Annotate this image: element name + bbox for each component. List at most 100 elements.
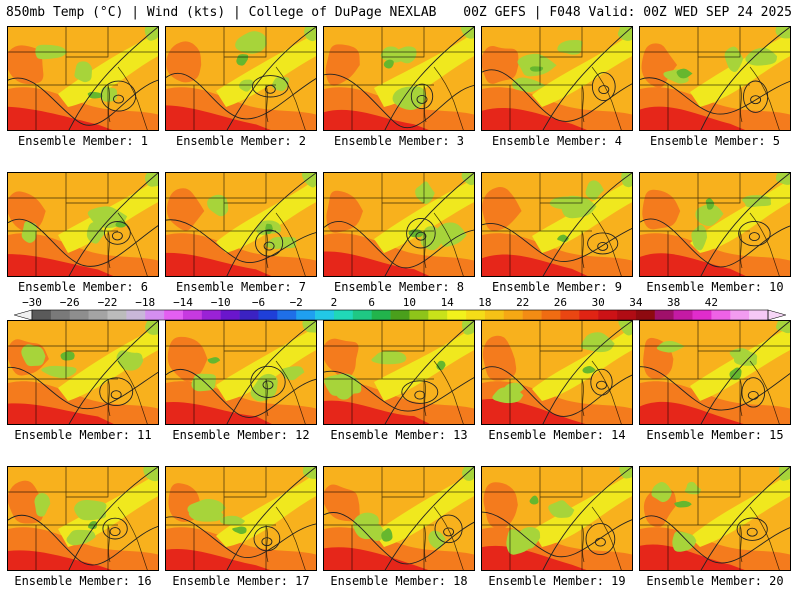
temperature-field bbox=[8, 321, 158, 424]
ensemble-member-label: Ensemble Member: 5 bbox=[649, 134, 781, 148]
state-boundaries bbox=[166, 173, 316, 276]
ensemble-panel bbox=[323, 172, 475, 277]
state-boundaries bbox=[324, 27, 474, 130]
ensemble-panel bbox=[323, 466, 475, 571]
state-boundaries bbox=[482, 173, 632, 276]
colorbar-tick-label: −22 bbox=[97, 296, 118, 309]
ensemble-member-label: Ensemble Member: 15 bbox=[646, 428, 784, 442]
colorbar-tick-label: 38 bbox=[666, 296, 681, 309]
ensemble-panel bbox=[323, 320, 475, 425]
isotherm-contours bbox=[8, 173, 158, 276]
temperature-map bbox=[324, 321, 474, 424]
temperature-field bbox=[166, 27, 316, 130]
ensemble-panel bbox=[481, 172, 633, 277]
isotherm-contours bbox=[324, 321, 474, 424]
ensemble-panel bbox=[165, 26, 317, 131]
temperature-map bbox=[166, 173, 316, 276]
ensemble-member-label: Ensemble Member: 6 bbox=[17, 280, 149, 294]
temperature-map bbox=[640, 173, 790, 276]
ensemble-member-label: Ensemble Member: 17 bbox=[172, 574, 310, 588]
state-boundaries bbox=[8, 173, 158, 276]
colorbar-swatch bbox=[315, 310, 335, 320]
colorbar-swatch bbox=[277, 310, 297, 320]
temperature-field bbox=[482, 27, 632, 130]
colorbar-swatch bbox=[466, 310, 486, 320]
ensemble-panel bbox=[639, 320, 791, 425]
ensemble-panel bbox=[7, 466, 159, 571]
temperature-map bbox=[8, 467, 158, 570]
colorbar-swatch bbox=[428, 310, 448, 320]
temperature-map bbox=[640, 467, 790, 570]
ensemble-member-label: Ensemble Member: 4 bbox=[491, 134, 623, 148]
map-title: 850mb Temp (°C) | Wind (kts) | College o… bbox=[6, 5, 437, 20]
colorbar-swatch bbox=[503, 310, 523, 320]
colorbar-tick-label: 14 bbox=[440, 296, 454, 309]
colorbar-tick-label: 42 bbox=[704, 296, 719, 309]
ensemble-panel bbox=[639, 26, 791, 131]
ensemble-member-label: Ensemble Member: 13 bbox=[330, 428, 468, 442]
isotherm-contours bbox=[166, 173, 316, 276]
colorbar-tick-label: −10 bbox=[210, 296, 231, 309]
colorbar-swatch bbox=[164, 310, 184, 320]
ensemble-member-label: Ensemble Member: 9 bbox=[491, 280, 623, 294]
state-boundaries bbox=[640, 321, 790, 424]
ensemble-panel bbox=[7, 320, 159, 425]
ensemble-member-label: Ensemble Member: 10 bbox=[646, 280, 784, 294]
colorbar-tick-label: −14 bbox=[173, 296, 193, 309]
colorbar-swatch bbox=[107, 310, 127, 320]
temperature-field bbox=[482, 173, 632, 276]
colorbar-tick-label: −18 bbox=[135, 296, 156, 309]
colorbar-tick-label: −26 bbox=[59, 296, 80, 309]
ensemble-panel bbox=[481, 320, 633, 425]
state-boundaries bbox=[8, 27, 158, 130]
colorbar-swatch bbox=[69, 310, 89, 320]
state-boundaries bbox=[324, 173, 474, 276]
colorbar-swatch bbox=[88, 310, 108, 320]
colorbar-swatch bbox=[484, 310, 505, 320]
temperature-map bbox=[640, 27, 790, 130]
temperature-field bbox=[640, 27, 790, 130]
temperature-map bbox=[8, 173, 158, 276]
ensemble-member-label: Ensemble Member: 19 bbox=[488, 574, 626, 588]
ensemble-member-label: Ensemble Member: 11 bbox=[14, 428, 152, 442]
isotherm-contours bbox=[166, 467, 316, 570]
temperature-field bbox=[640, 173, 790, 276]
isotherm-contours bbox=[482, 321, 632, 424]
isotherm-contours bbox=[482, 467, 632, 570]
colorbar-swatch bbox=[598, 310, 618, 320]
colorbar-swatch bbox=[371, 310, 391, 320]
isotherm-contours bbox=[324, 467, 474, 570]
isotherm-contours bbox=[482, 173, 632, 276]
temperature-field bbox=[166, 467, 316, 570]
colorbar-swatch bbox=[522, 310, 542, 320]
state-boundaries bbox=[166, 321, 316, 424]
state-boundaries bbox=[166, 467, 316, 570]
colorbar-swatch bbox=[692, 310, 712, 320]
colorbar-swatch bbox=[635, 310, 656, 320]
colorbar-arrow-high bbox=[767, 309, 786, 321]
colorbar-swatch bbox=[447, 310, 467, 320]
colorbar-swatch bbox=[749, 310, 769, 320]
temperature-map bbox=[8, 27, 158, 130]
colorbar-tick-label: 30 bbox=[591, 296, 605, 309]
temperature-map bbox=[166, 27, 316, 130]
colorbar-tick-label: 6 bbox=[368, 296, 375, 309]
isotherm-contours bbox=[8, 321, 158, 424]
temperature-map bbox=[482, 467, 632, 570]
colorbar-swatch bbox=[711, 310, 731, 320]
isotherm-contours bbox=[166, 321, 316, 424]
isotherm-contours bbox=[8, 467, 158, 570]
colorbar-swatch bbox=[145, 310, 165, 320]
colorbar-swatch bbox=[579, 310, 599, 320]
colorbar-tick-label: 34 bbox=[629, 296, 643, 309]
isotherm-contours bbox=[482, 27, 632, 130]
temperature-map bbox=[166, 321, 316, 424]
colorbar-swatch bbox=[541, 310, 561, 320]
temperature-colorbar bbox=[14, 309, 786, 321]
colorbar-tick-label: −6 bbox=[251, 296, 266, 309]
temperature-map bbox=[640, 321, 790, 424]
colorbar-swatch bbox=[239, 310, 259, 320]
temperature-map bbox=[324, 467, 474, 570]
ensemble-member-label: Ensemble Member: 1 bbox=[17, 134, 149, 148]
valid-time-label: 00Z GEFS | F048 Valid: 00Z WED SEP 24 20… bbox=[463, 5, 792, 20]
